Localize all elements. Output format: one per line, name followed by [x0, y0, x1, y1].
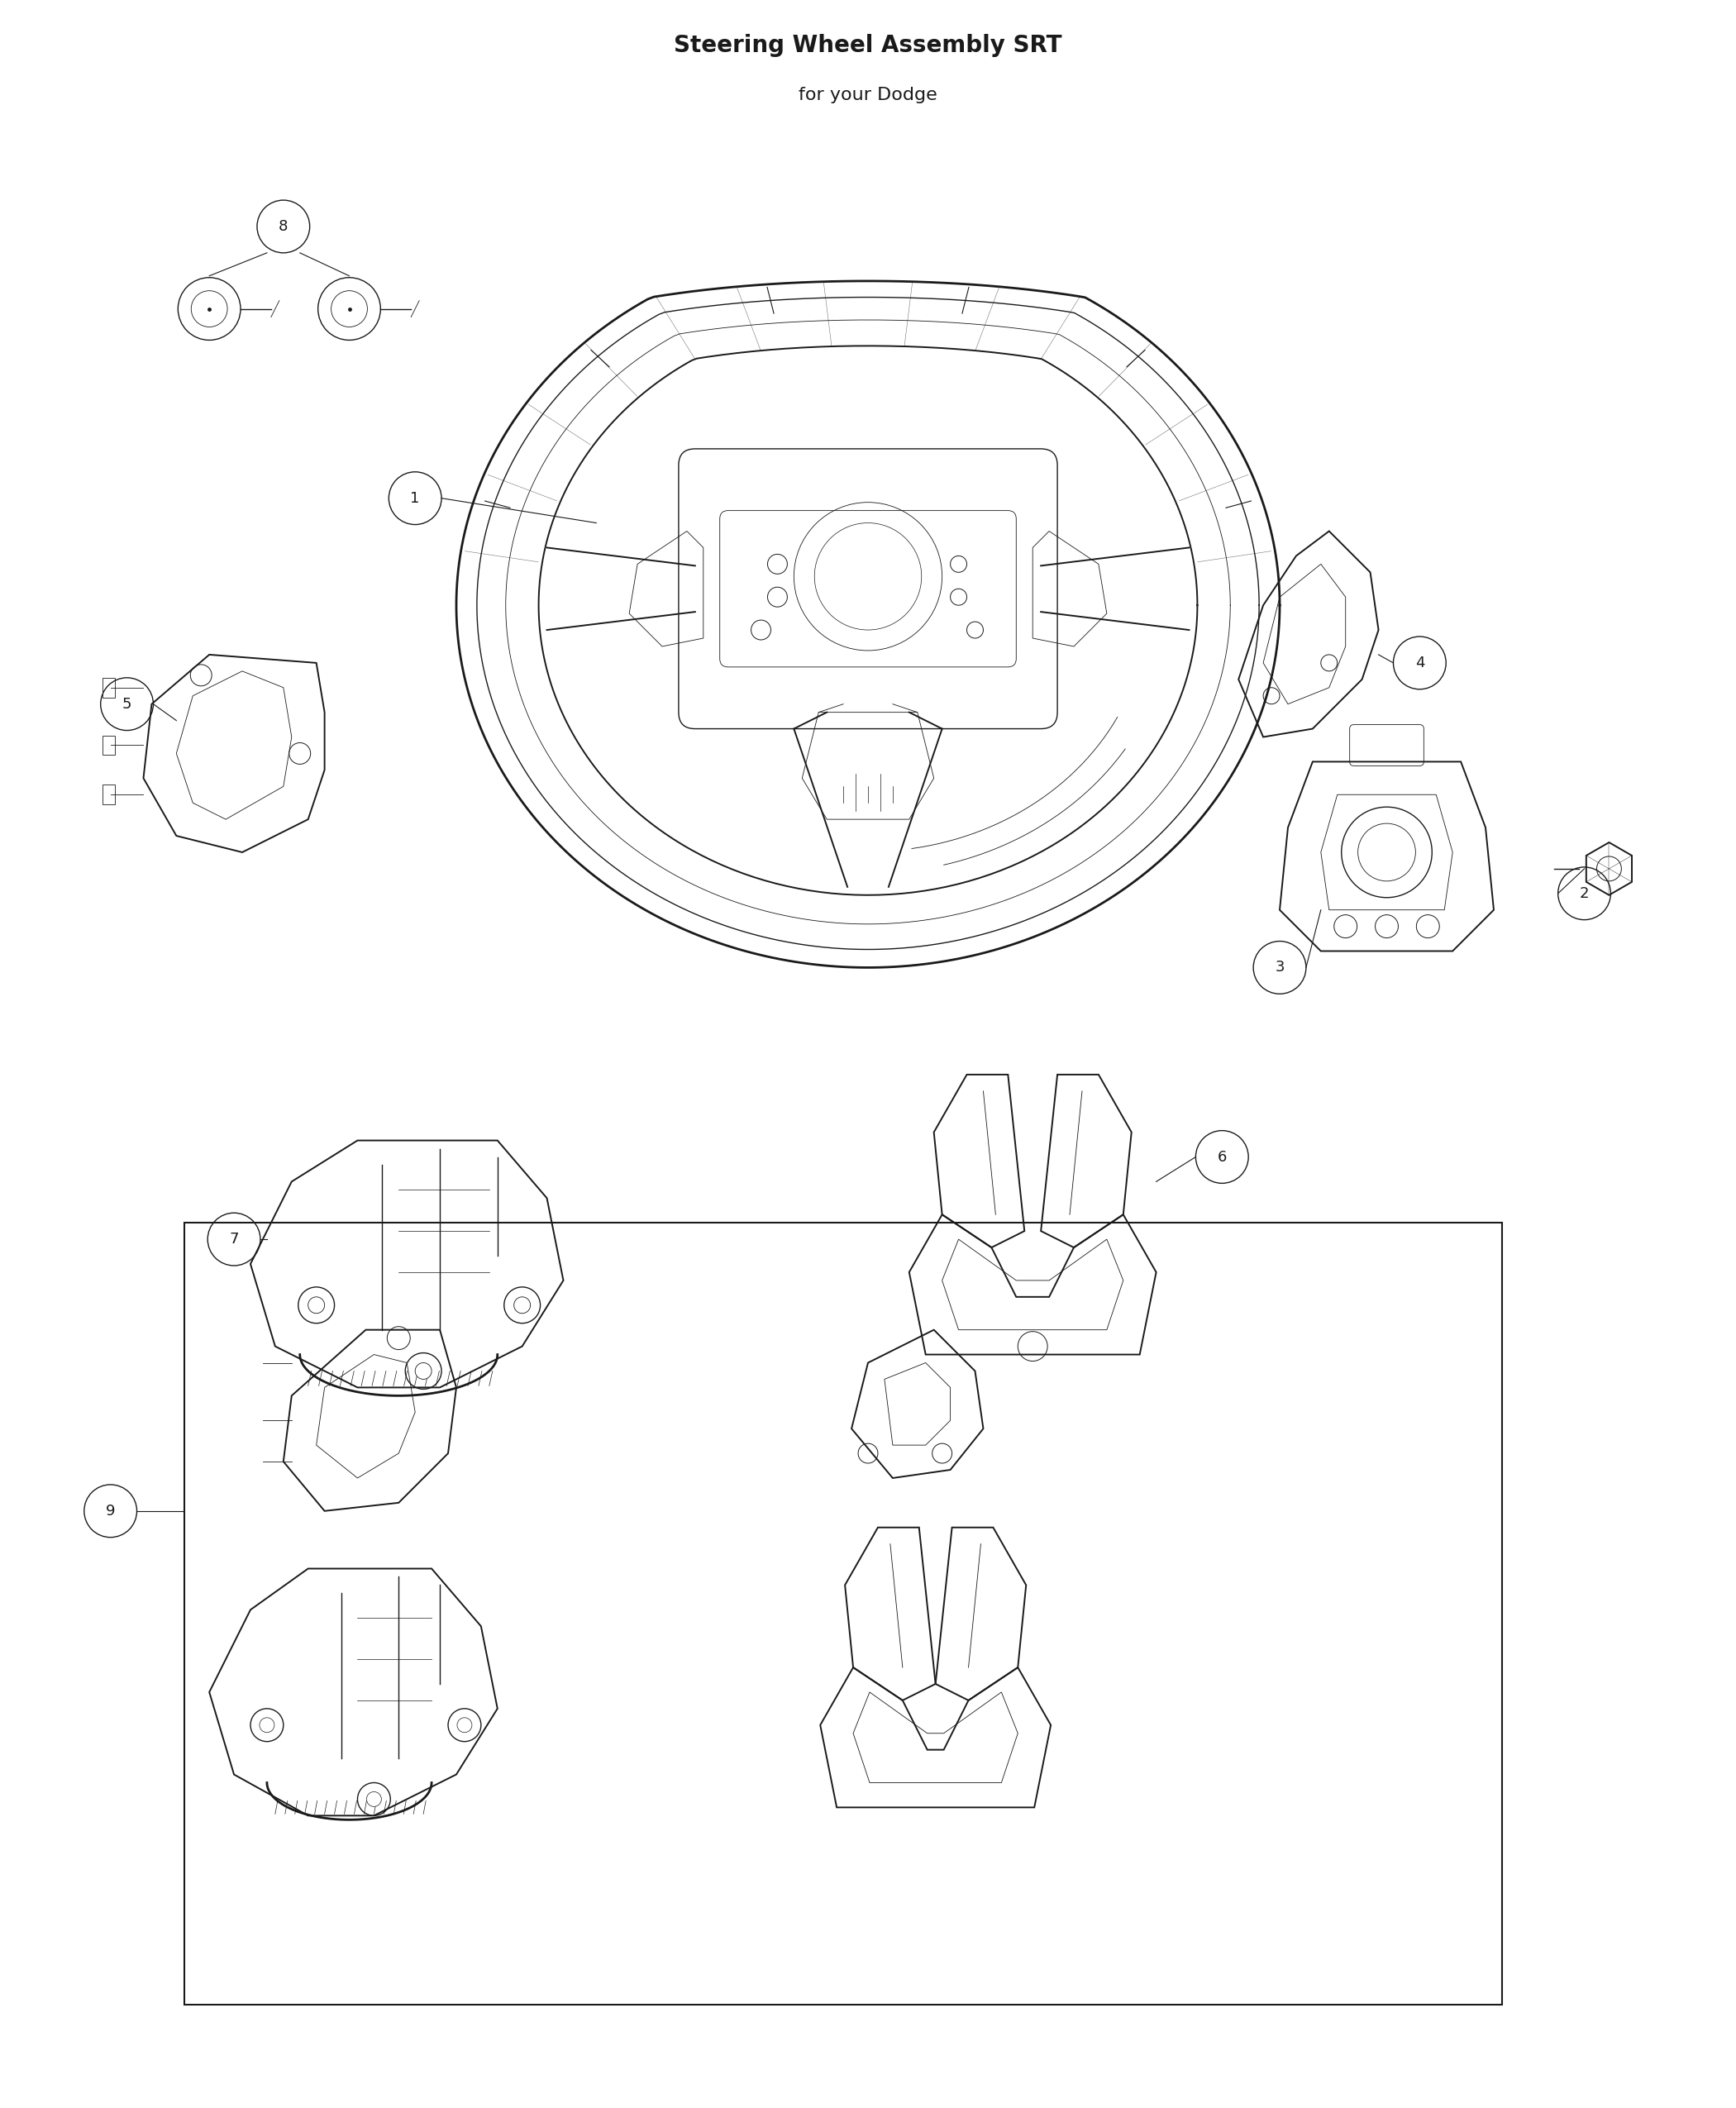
Text: 9: 9 [106, 1503, 115, 1518]
Circle shape [366, 1792, 382, 1807]
Text: 5: 5 [122, 696, 132, 713]
Text: 4: 4 [1415, 656, 1425, 670]
Text: Steering Wheel Assembly SRT: Steering Wheel Assembly SRT [674, 34, 1062, 57]
Bar [184, 1223, 1502, 2005]
Circle shape [307, 1296, 325, 1313]
Text: 1: 1 [410, 491, 420, 506]
Bar [102, 677, 115, 698]
Bar [102, 736, 115, 755]
Text: 3: 3 [1274, 959, 1285, 976]
Text: 7: 7 [229, 1231, 240, 1246]
Circle shape [415, 1362, 432, 1379]
Text: 6: 6 [1217, 1149, 1227, 1164]
Text: 8: 8 [279, 219, 288, 234]
Text: for your Dodge: for your Dodge [799, 86, 937, 103]
Circle shape [514, 1296, 531, 1313]
Circle shape [259, 1718, 274, 1733]
Bar [102, 784, 115, 805]
Circle shape [457, 1718, 472, 1733]
Text: 2: 2 [1580, 885, 1588, 900]
